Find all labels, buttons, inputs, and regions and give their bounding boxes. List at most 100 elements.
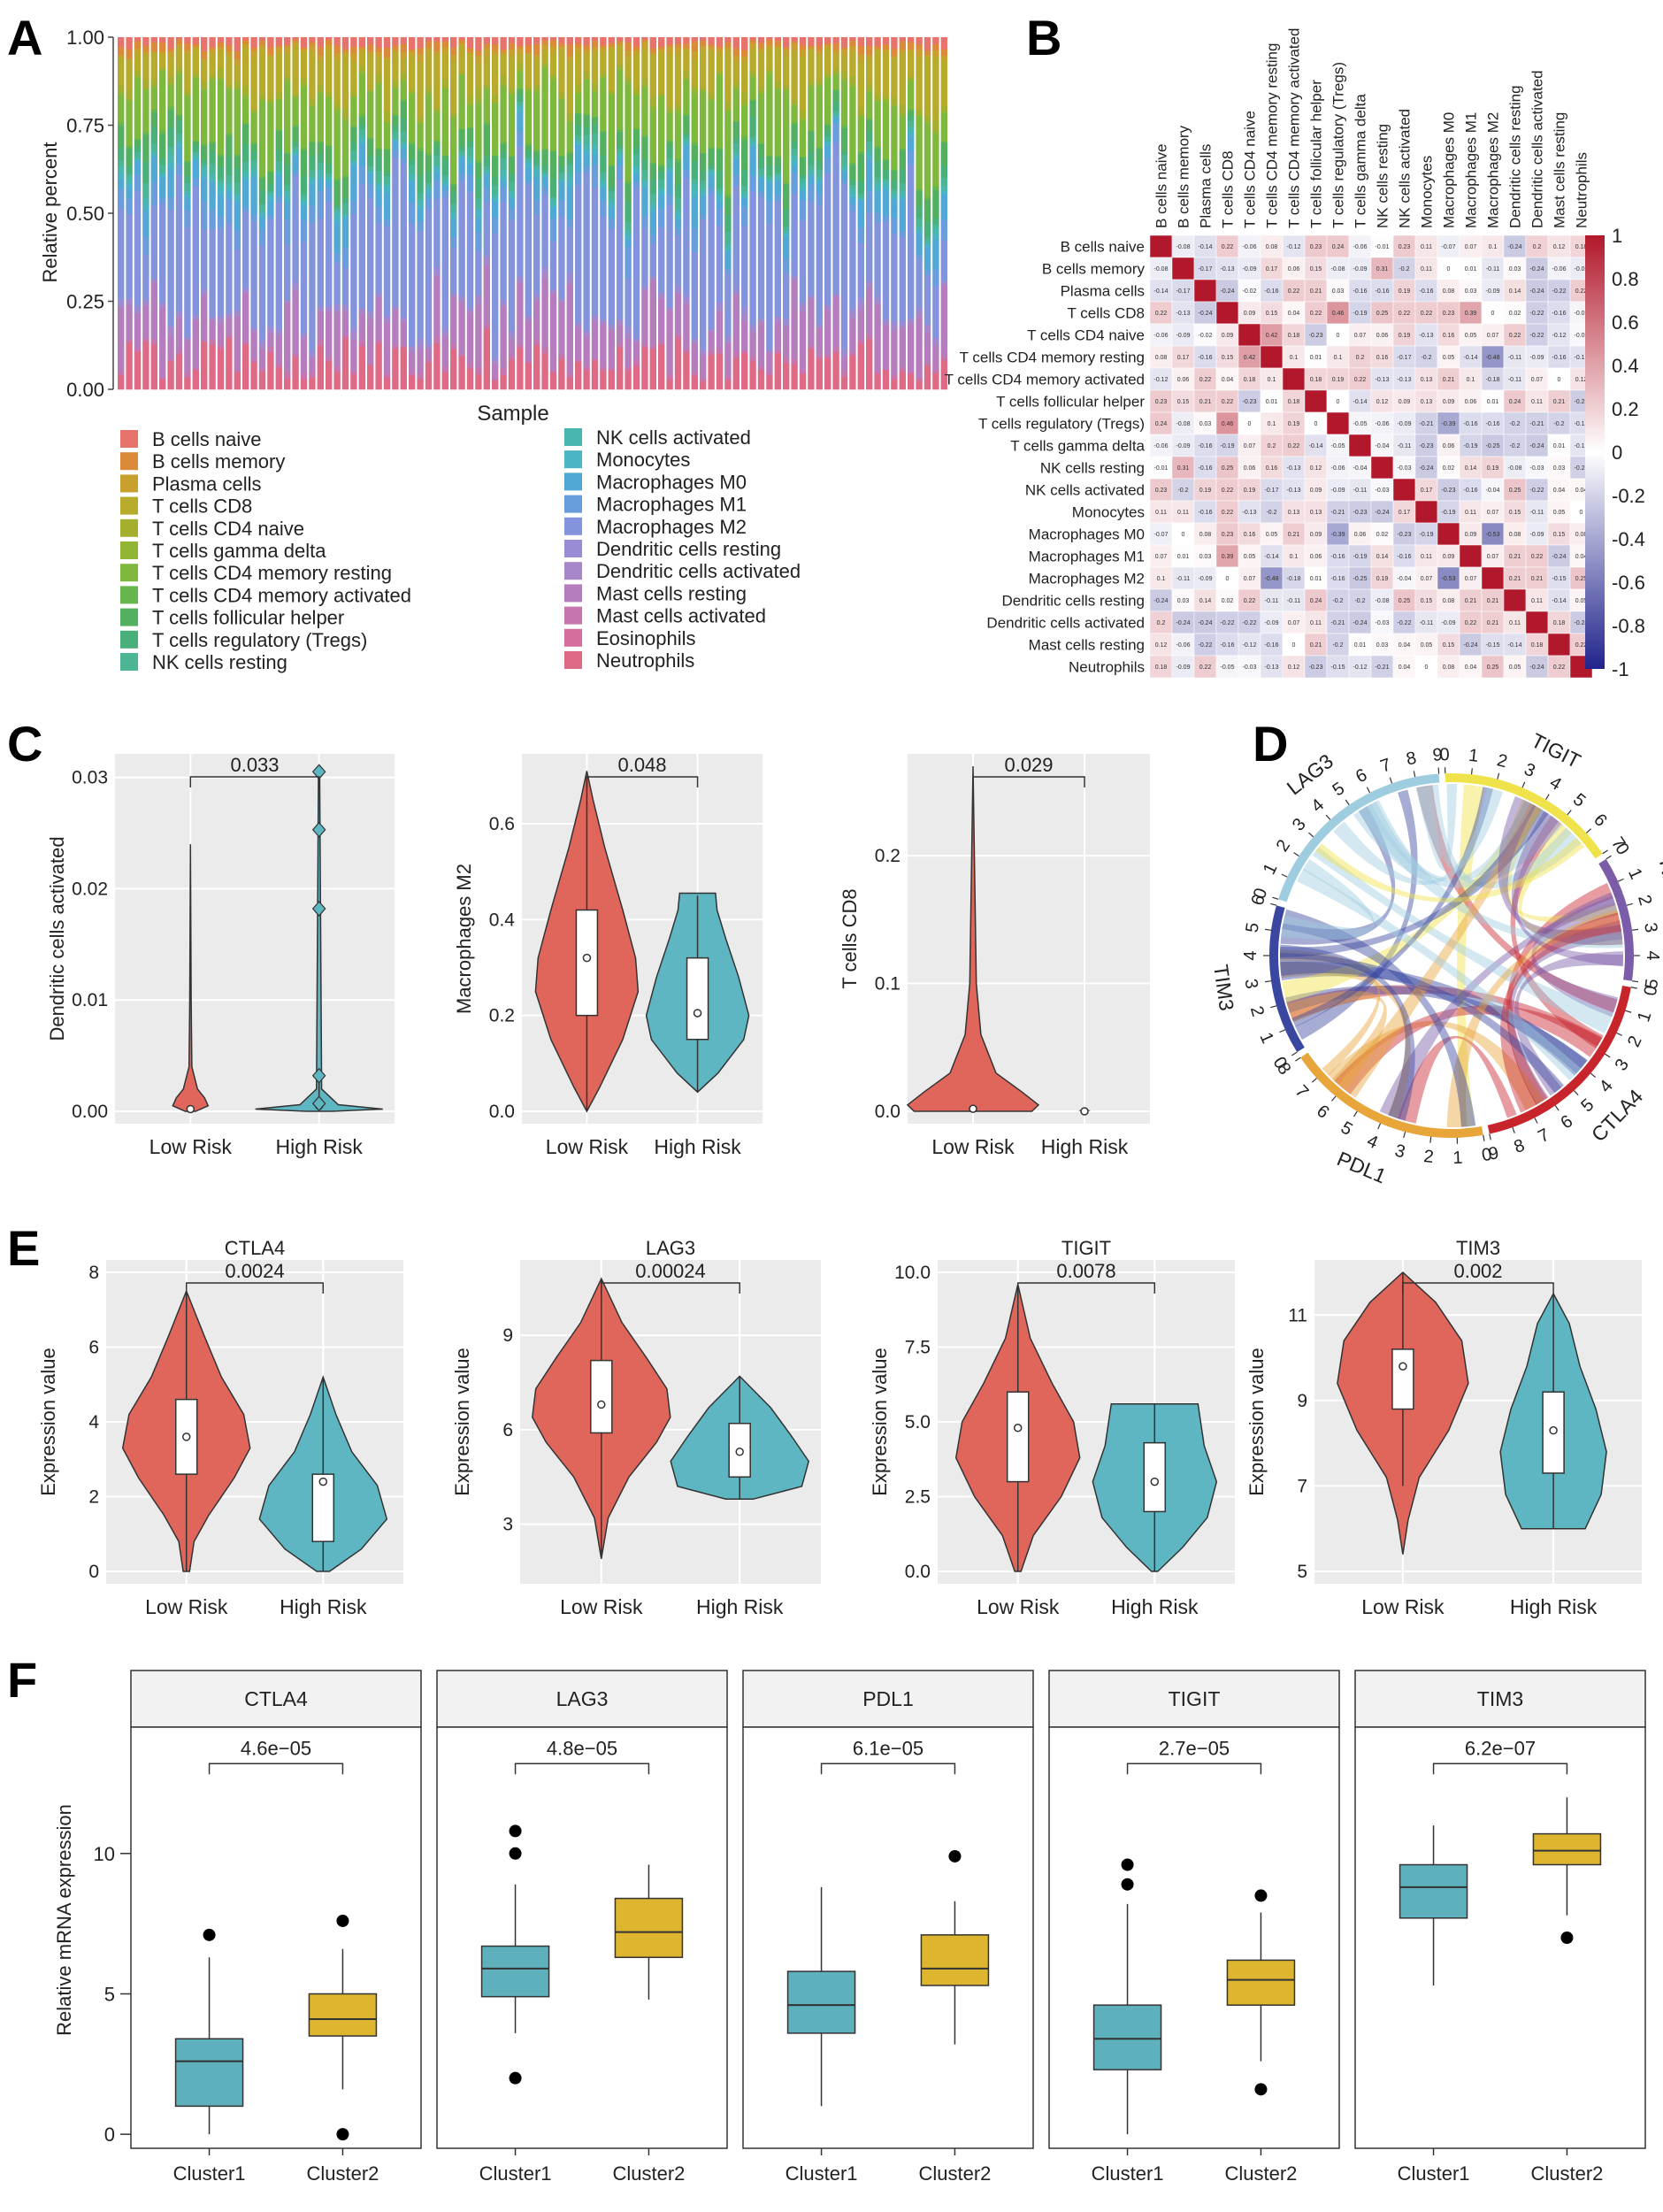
heatmap-cell-value: 0.15 <box>1310 266 1322 273</box>
chord-tick <box>1521 781 1526 788</box>
bar-segment <box>732 156 740 160</box>
bar-segment <box>433 41 441 51</box>
chord-tick <box>1281 873 1288 878</box>
bar-segment <box>217 42 225 48</box>
bar-segment <box>425 91 433 96</box>
heatmap-cell <box>1171 456 1195 480</box>
bar-segment <box>126 183 133 188</box>
bar-segment <box>242 86 249 95</box>
heatmap-cell-value: 0 <box>1558 377 1561 383</box>
significance-bracket <box>601 1282 740 1294</box>
bar-segment <box>683 49 690 72</box>
bar-segment <box>167 327 174 335</box>
bar-segment <box>749 99 756 101</box>
heatmap-cell-value: -0.14 <box>1154 288 1169 295</box>
bar-segment <box>849 83 856 88</box>
bar-segment <box>617 156 624 160</box>
heatmap-cell <box>1547 279 1571 303</box>
chord-tick <box>1264 928 1272 931</box>
bar-segment <box>857 342 864 345</box>
bar-segment <box>791 104 798 106</box>
legend-label: Plasma cells <box>152 472 261 495</box>
heatmap-cell <box>1459 323 1483 347</box>
heatmap-cell-value: 0.03 <box>1553 465 1566 472</box>
bar-segment <box>541 353 548 390</box>
heatmap-cell <box>1282 257 1306 280</box>
bar-segment <box>126 148 133 167</box>
bar-segment <box>832 118 839 124</box>
bar-segment <box>874 177 881 183</box>
panel-letter-C: C <box>7 716 42 772</box>
bar-segment <box>732 288 740 295</box>
bar-segment <box>583 113 590 116</box>
heatmap-cell-value: 0.23 <box>1443 311 1455 317</box>
bar-segment <box>591 360 599 390</box>
bar-segment <box>866 288 873 334</box>
bar-segment <box>508 181 516 191</box>
chord-sector-arc <box>1445 773 1603 859</box>
bar-segment <box>757 48 765 53</box>
bar-segment <box>724 243 732 250</box>
bar-segment <box>367 170 374 173</box>
heatmap-cell-value: -0.09 <box>1486 288 1500 295</box>
bar-segment <box>732 357 740 359</box>
chord-tick-label: 3 <box>1521 760 1538 782</box>
bar-segment <box>724 376 732 380</box>
outlier-point <box>1560 1932 1574 1944</box>
bar-segment <box>932 336 939 342</box>
bar-segment <box>600 172 607 180</box>
bar-segment <box>741 207 748 227</box>
bar-segment <box>558 358 565 360</box>
heatmap-cell-value: -0.24 <box>1508 244 1522 250</box>
bar-segment <box>824 140 832 142</box>
bar-segment <box>167 127 174 148</box>
bar-segment <box>358 46 365 50</box>
legend-label: T cells CD4 memory resting <box>152 562 392 584</box>
bar-segment <box>625 202 632 223</box>
chord-tick <box>1291 1051 1298 1056</box>
chord-ribbon <box>1506 882 1613 1105</box>
bar-segment <box>549 219 557 242</box>
heatmap-cell <box>1459 655 1483 679</box>
bar-segment <box>916 306 923 312</box>
bar-segment <box>333 371 341 373</box>
heatmap-cell-value: 0.11 <box>1465 510 1476 516</box>
heatmap-cell-value: -0.09 <box>1176 664 1191 671</box>
bar-segment <box>625 180 632 184</box>
bar-segment <box>142 134 149 162</box>
bar-segment <box>450 47 457 55</box>
bar-segment <box>741 140 748 171</box>
bar-segment <box>201 228 208 289</box>
heatmap-cell-value: -0.48 <box>1265 576 1279 582</box>
heatmap-cell <box>1437 544 1460 568</box>
bar-segment <box>409 202 416 224</box>
bar-segment <box>441 88 448 156</box>
bar-segment <box>367 37 374 45</box>
bar-segment <box>433 155 441 166</box>
bar-segment <box>674 234 682 286</box>
heatmap-cell-value: -0.25 <box>1486 443 1500 449</box>
facet-strip <box>436 1670 728 1728</box>
bar-segment <box>275 130 282 150</box>
bar-segment <box>350 160 357 163</box>
bar-segment <box>683 296 690 301</box>
bar-segment <box>217 37 225 43</box>
bar-segment <box>558 42 565 47</box>
bar-segment <box>832 68 839 73</box>
heatmap-cell-value: 0.09 <box>1222 333 1234 339</box>
chord-tick <box>1272 896 1279 900</box>
significance-bracket <box>586 776 699 787</box>
heatmap-cell-value: -0.19 <box>1464 443 1478 449</box>
bar-segment <box>192 43 199 47</box>
bar-segment <box>916 109 923 115</box>
heatmap-cell-value: -0.16 <box>1552 355 1567 361</box>
heatmap-cell-value: -0.11 <box>1420 620 1434 626</box>
bar-segment <box>267 98 274 102</box>
bar-segment <box>326 187 333 202</box>
heatmap-cell-value: -0.03 <box>1398 465 1412 472</box>
bar-segment <box>317 54 324 61</box>
bar-segment <box>175 315 183 319</box>
bar-segment <box>483 174 490 188</box>
heatmap-cell-value: -0.19 <box>1353 554 1368 560</box>
bar-segment <box>184 190 191 195</box>
